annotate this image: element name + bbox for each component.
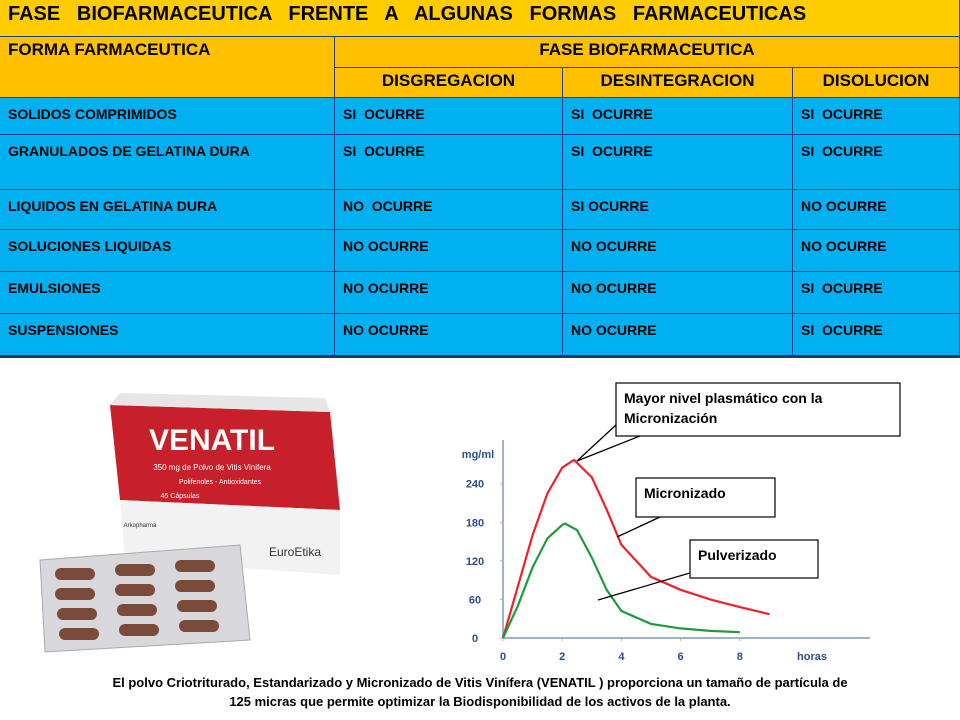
table-cell: SI OCURRE [793,98,960,135]
maker: EuroEtika [269,545,321,559]
table-cell: SI OCURRE [335,135,563,190]
table-cell: GRANULADOS DE GELATINA DURA [0,135,335,190]
y-axis-label: mg/ml [462,449,494,461]
pointer [616,516,661,538]
claim: Polifenoles - Antioxidantes [179,479,262,486]
annotation: Micronización [624,410,717,426]
table-cell: EMULSIONES [0,272,335,314]
table-cell: NO OCURRE [793,190,960,230]
lab: Arkopharma [124,523,157,529]
x-tick-label: 0 [500,651,506,663]
table-cell: SI OCURRE [563,135,793,190]
x-tick-label: 6 [678,651,684,663]
product-photo: VENATIL 350 mg de Polvo de Vitis Vinifer… [39,393,340,653]
header-cell: FASE BIOFARMACEUTICA [335,37,960,68]
count: 45 Cápsulas [161,493,200,500]
table-cell: NO OCURRE [563,314,793,358]
table-cell: NO OCURRE [335,272,563,314]
pointer [597,569,701,601]
x-tick-label: 4 [618,651,625,663]
y-tick-label: 240 [466,479,484,491]
table-cell: SI OCURRE [793,272,960,314]
y-tick-label: 60 [469,594,481,606]
table-cell: SI OCURRE [563,98,793,135]
table-cell: SOLIDOS COMPRIMIDOS [0,98,335,135]
table-cell: SI OCURRE [793,314,960,358]
series-label-box [689,539,819,579]
header-cell: FORMA FARMACEUTICA [0,37,335,98]
dose: 350 mg de Polvo de Vitis Vinifera [153,463,271,472]
table-cell: NO OCURRE [335,314,563,358]
line-series [502,522,740,639]
table-title: FASE BIOFARMACEUTICA FRENTE A ALGUNAS FO… [0,0,960,37]
y-tick-label: 120 [466,556,484,568]
line-series [501,458,770,639]
table-cell: NO OCURRE [563,230,793,272]
table-cell: NO OCURRE [335,190,563,230]
y-tick-label: 180 [466,517,484,529]
annotation: Mayor nivel plasmático con la [624,390,823,406]
caption: 125 micras que permite optimizar la Biod… [229,694,731,709]
table-cell: LIQUIDOS EN GELATINA DURA [0,190,335,230]
table-cell: SI OCURRE [793,135,960,190]
pointer [576,435,641,462]
table-cell: SI OCURRE [335,98,563,135]
series-label: Micronizado [644,485,726,501]
series-label-box [635,477,776,518]
table-cell: NO OCURRE [335,230,563,272]
subheader-cell: DISOLUCION [793,68,960,98]
table-cell: SI OCURRE [563,190,793,230]
pointer [576,424,617,462]
table-cell: NO OCURRE [563,272,793,314]
caption: El polvo Criotriturado, Estandarizado y … [112,675,848,690]
x-axis-label: horas [797,651,827,663]
x-tick-label: 8 [737,651,743,663]
x-tick-label: 2 [559,651,565,663]
table-cell: NO OCURRE [793,230,960,272]
y-tick-label: 0 [472,633,478,645]
table-cell: SOLUCIONES LIQUIDAS [0,230,335,272]
subheader-cell: DISGREGACION [335,68,563,98]
table-cell: SUSPENSIONES [0,314,335,358]
annotation-box [615,382,901,437]
series-label: Pulverizado [698,547,777,563]
brand: VENATIL [149,424,275,457]
subheader-cell: DESINTEGRACION [563,68,793,98]
